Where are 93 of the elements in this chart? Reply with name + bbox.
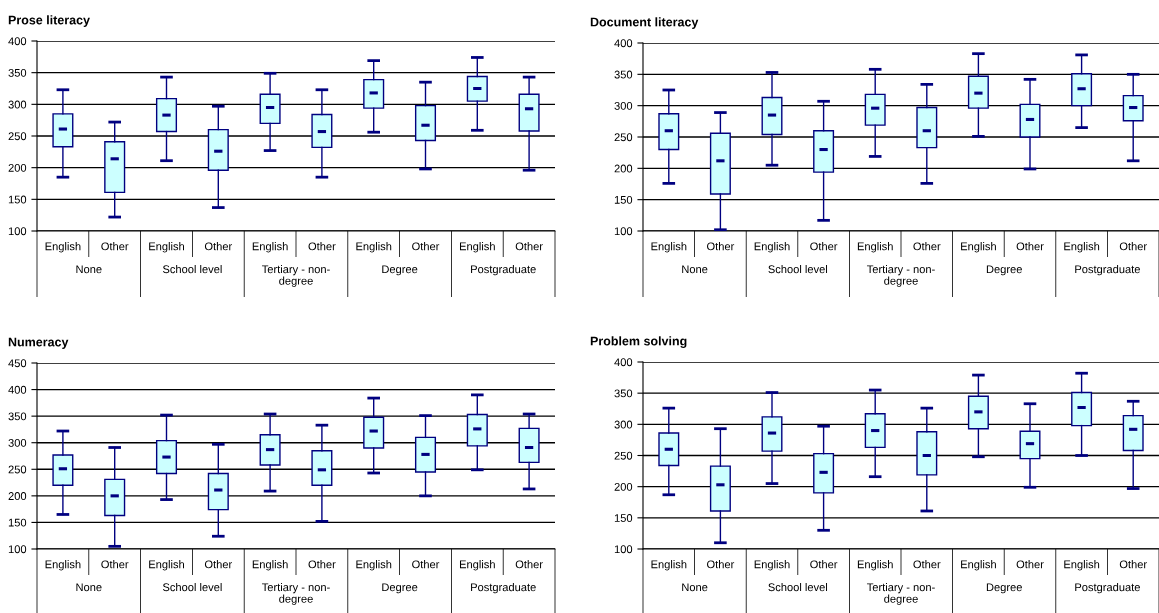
x-tick-label: English <box>356 242 392 253</box>
x-tick-label: English <box>961 242 996 253</box>
y-tick-label: 200 <box>8 163 27 172</box>
x-tick-label: Other <box>1016 242 1044 251</box>
x-tick-label: Other <box>515 560 543 569</box>
x-tick-label: English <box>252 242 288 253</box>
chart-title: Document literacy <box>590 17 699 29</box>
y-tick-label: 250 <box>8 465 27 474</box>
x-tick-label: Other <box>1016 560 1044 569</box>
y-tick-label: 400 <box>8 385 27 394</box>
x-tick-label: Other <box>308 560 336 569</box>
y-tick-label: 400 <box>8 37 27 46</box>
y-tick-label: 400 <box>614 39 633 48</box>
x-tick-label: Other <box>1119 242 1147 251</box>
text: School level <box>162 265 222 274</box>
y-tick-label: 400 <box>614 358 633 367</box>
y-tick-label: 100 <box>8 545 27 554</box>
text: None <box>76 583 102 592</box>
x-tick-label: Other <box>204 560 233 569</box>
y-tick-label: 350 <box>8 412 27 421</box>
y-tick-label: 350 <box>614 70 633 79</box>
x-tick-label: English <box>1064 560 1100 571</box>
text: School level <box>768 265 828 274</box>
text: None <box>682 583 708 592</box>
y-tick-label: 150 <box>614 195 633 204</box>
y-tick-label: 300 <box>8 100 27 109</box>
y-tick-label: 300 <box>8 438 27 447</box>
x-tick-label: Other <box>913 242 941 251</box>
y-tick-label: 250 <box>8 132 27 141</box>
y-tick-label: 100 <box>614 227 633 236</box>
text: School level <box>768 583 828 592</box>
x-tick-label: English <box>356 560 392 571</box>
x-tick-label: English <box>857 242 893 253</box>
chart-title: Prose literacy <box>8 15 90 27</box>
text: Tertiary - non-degree <box>261 583 330 605</box>
x-tick-label: English <box>651 560 687 571</box>
x-tick-label: Other <box>204 242 233 251</box>
text: Tertiary - non-degree <box>866 583 935 605</box>
y-tick-label: 300 <box>614 420 633 429</box>
x-tick-label: English <box>459 242 495 253</box>
x-tick-label: English <box>45 242 81 253</box>
y-tick-label: 150 <box>8 518 27 527</box>
x-tick-label: English <box>45 560 81 571</box>
text: Degree <box>986 583 1022 594</box>
text: Degree <box>986 265 1022 276</box>
chart-title: Problem solving <box>590 336 687 348</box>
y-tick-label: 100 <box>8 227 27 236</box>
x-tick-label: Other <box>101 242 129 251</box>
x-tick-label: Other <box>707 242 735 251</box>
y-tick-label: 200 <box>614 164 633 173</box>
y-tick-label: 250 <box>614 451 633 460</box>
x-tick-label: Other <box>913 560 941 569</box>
text: None <box>682 265 708 274</box>
x-tick-label: English <box>857 560 893 571</box>
x-tick-label: Other <box>412 560 440 569</box>
y-tick-label: 300 <box>614 101 633 110</box>
x-tick-label: Other <box>308 242 336 251</box>
text: Tertiary - non-degree <box>866 265 935 287</box>
y-tick-label: 450 <box>8 359 27 368</box>
text: School level <box>162 583 222 592</box>
x-tick-label: Other <box>707 560 735 569</box>
x-tick-label: English <box>149 242 184 253</box>
y-tick-label: 250 <box>614 133 633 142</box>
chart-title: Numeracy <box>8 337 69 349</box>
x-tick-label: English <box>754 242 790 253</box>
text: Tertiary - non-degree <box>261 265 330 287</box>
x-tick-label: Other <box>810 560 838 569</box>
y-tick-label: 150 <box>614 514 633 522</box>
text: Postgraduate <box>1075 265 1140 276</box>
x-tick-label: English <box>252 560 288 571</box>
x-tick-label: English <box>149 560 184 571</box>
y-tick-label: 350 <box>614 389 633 398</box>
x-tick-label: Other <box>515 242 543 251</box>
x-tick-label: English <box>754 560 790 571</box>
y-tick-label: 100 <box>614 545 633 554</box>
text: None <box>76 265 102 274</box>
x-tick-label: English <box>1064 242 1100 253</box>
x-tick-label: Other <box>412 242 440 251</box>
x-tick-label: English <box>961 560 996 571</box>
x-tick-label: English <box>651 242 687 253</box>
y-tick-label: 200 <box>614 482 633 491</box>
x-tick-label: Other <box>1119 560 1147 569</box>
x-tick-label: Other <box>810 242 838 251</box>
text: Degree <box>382 265 418 276</box>
y-tick-label: 350 <box>8 68 27 77</box>
y-tick-label: 150 <box>8 195 27 204</box>
text: Postgraduate <box>471 265 536 276</box>
y-tick-label: 200 <box>8 492 27 500</box>
text: Degree <box>382 583 418 594</box>
text: Postgraduate <box>1075 583 1140 594</box>
x-tick-label: English <box>459 560 495 571</box>
text: Postgraduate <box>471 583 536 594</box>
x-tick-label: Other <box>101 560 129 569</box>
